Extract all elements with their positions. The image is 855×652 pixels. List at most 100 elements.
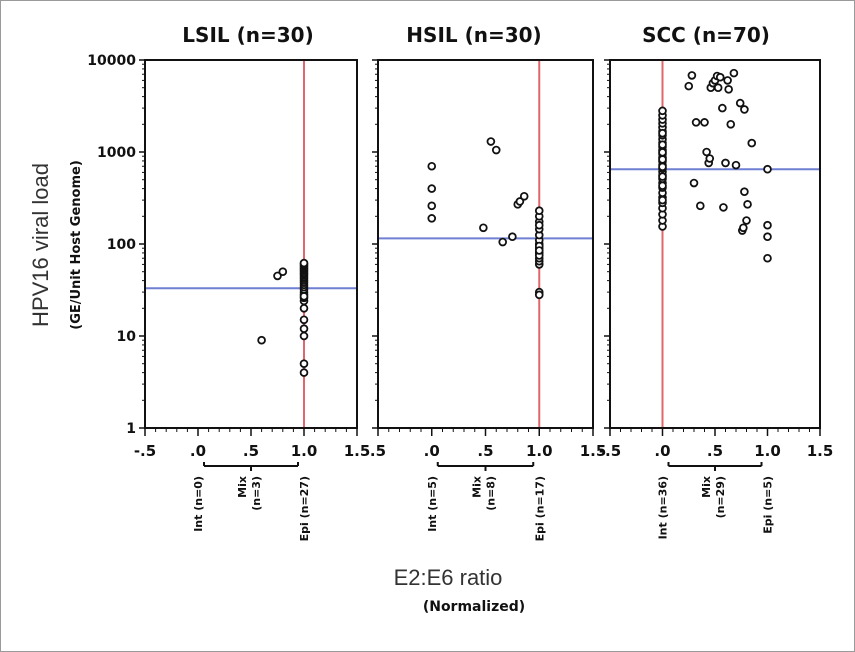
- y-tick-label: 100: [107, 237, 136, 253]
- data-point: [299, 359, 309, 368]
- data-point: [742, 216, 751, 225]
- plot-frame: [144, 59, 358, 429]
- data-point: [658, 155, 667, 164]
- data-point: [427, 161, 437, 171]
- data-point: [740, 187, 749, 197]
- group-label: Mix: [236, 476, 249, 498]
- x-axis-sublabel: (Normalized): [423, 599, 525, 615]
- data-point: [658, 140, 667, 150]
- data-point: [739, 223, 748, 233]
- plot-frame: [609, 59, 821, 429]
- data-point: [515, 197, 525, 206]
- data-point: [740, 105, 749, 114]
- data-point: [427, 184, 437, 193]
- y-tick-label: 1000: [97, 145, 136, 161]
- panel-0: LSIL (n=30) 1 10 100 1000 10000 -.5 .0 .5 1.0 1.5 I…: [87, 23, 370, 541]
- group-sublabel: (n=8): [485, 476, 498, 511]
- x-tick-label: 1.5: [807, 442, 834, 460]
- x-tick-label: .5: [370, 442, 386, 460]
- data-point: [695, 201, 705, 211]
- data-point: [486, 137, 496, 146]
- data-point: [508, 232, 517, 242]
- x-tick-label: .0: [424, 442, 440, 460]
- data-point: [299, 258, 309, 268]
- group-label: Mix: [700, 476, 713, 498]
- x-tick-label: -.5: [599, 442, 621, 460]
- data-point: [534, 290, 544, 300]
- data-point: [534, 220, 544, 230]
- data-point: [715, 72, 725, 82]
- data-point: [743, 200, 752, 209]
- y-tick-label: 1: [126, 421, 136, 437]
- data-point: [702, 147, 711, 157]
- data-point: [724, 85, 733, 94]
- data-point: [689, 178, 699, 188]
- data-point: [713, 83, 723, 92]
- data-point: [427, 201, 437, 211]
- data-point: [700, 118, 709, 127]
- data-point: [731, 160, 741, 170]
- x-tick-label: .0: [654, 442, 670, 460]
- plot-frame: [377, 59, 594, 429]
- data-point: [719, 203, 728, 212]
- x-tick-label: .0: [190, 442, 206, 460]
- panels-layer: LSIL (n=30) 1 10 100 1000 10000 -.5 .0 .5 1.0 1.5 I…: [87, 23, 833, 541]
- x-axis-label: E2:E6 ratio: [394, 565, 503, 590]
- y-tick-label: 10000: [87, 53, 136, 69]
- data-point: [519, 191, 529, 201]
- data-point: [729, 68, 739, 78]
- group-label: Epi (n=27): [298, 476, 311, 541]
- data-point: [491, 145, 501, 155]
- x-tick-label: 1.5: [344, 442, 371, 460]
- x-tick-label: 1.5: [580, 442, 607, 460]
- x-tick-label: .5: [243, 442, 259, 460]
- x-tick-label: 1.0: [291, 442, 318, 460]
- data-point: [747, 138, 757, 148]
- data-point: [427, 214, 437, 223]
- data-point: [299, 324, 309, 334]
- data-point: [498, 237, 508, 247]
- y-tick-label: 10: [117, 329, 137, 345]
- data-point: [763, 220, 772, 230]
- data-point: [721, 158, 730, 168]
- data-point: [763, 232, 772, 242]
- data-point: [726, 120, 736, 129]
- group-label: Int (n=36): [657, 476, 670, 539]
- data-point: [705, 154, 715, 163]
- data-point: [273, 271, 282, 281]
- group-label: Epi (n=17): [533, 476, 546, 541]
- data-point: [718, 103, 727, 113]
- group-sublabel: (n=3): [250, 476, 263, 511]
- data-point: [763, 253, 772, 263]
- data-point: [534, 206, 544, 216]
- data-point: [658, 172, 667, 181]
- data-point: [299, 368, 309, 377]
- x-tick-label: .5: [707, 442, 723, 460]
- data-point: [735, 98, 745, 108]
- y-axis-sublabel: (GE/Unit Host Genome): [69, 160, 84, 330]
- data-point: [299, 292, 309, 301]
- data-point: [257, 335, 266, 345]
- data-point: [763, 164, 772, 174]
- x-tick-label: 1.0: [754, 442, 781, 460]
- x-tick-label: -.5: [134, 442, 156, 460]
- data-point: [658, 128, 667, 138]
- group-label: Int (n=0): [192, 476, 205, 532]
- group-label: Epi (n=5): [762, 476, 775, 534]
- data-point: [658, 162, 667, 172]
- group-label: Int (n=5): [426, 476, 439, 532]
- data-point: [534, 246, 544, 255]
- data-point: [658, 181, 667, 191]
- panel-title: SCC (n=70): [642, 23, 770, 47]
- data-point: [684, 81, 694, 91]
- data-point: [691, 118, 701, 127]
- data-point: [479, 223, 488, 233]
- y-axis-label: HPV16 viral load: [28, 163, 53, 327]
- data-point: [658, 148, 667, 157]
- data-point: [299, 315, 309, 325]
- panel-title: HSIL (n=30): [406, 23, 541, 47]
- data-point: [278, 267, 288, 276]
- x-tick-label: .5: [477, 442, 493, 460]
- group-label: Mix: [471, 476, 484, 498]
